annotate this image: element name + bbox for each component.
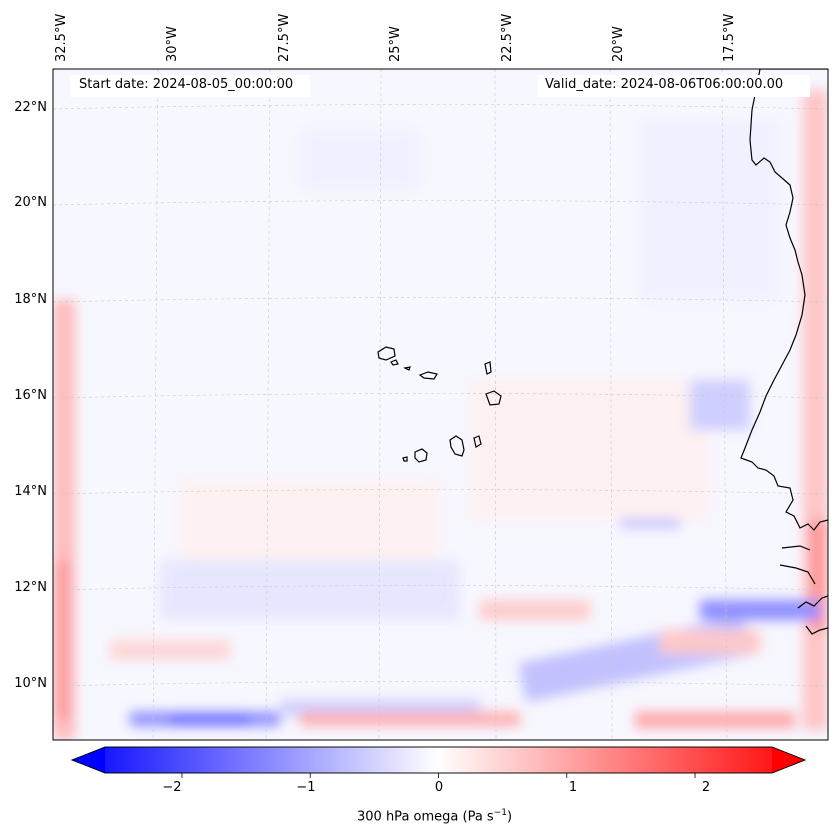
lon-label-25w: 25°W [388,26,403,62]
lon-label-20w: 20°W [611,26,626,62]
lat-label-14n: 14°N [14,484,47,499]
africa-coastline [740,69,828,635]
colorbar-tick-label: 2 [701,780,711,795]
colorbar-tick-label: −2 [162,780,182,795]
colorbar-tick-label: 1 [568,780,578,795]
valid-date-label: Valid_date: 2024-08-06T06:00:00.00 [545,77,784,92]
colorbar [70,746,807,778]
lat-label-22n: 22°N [14,100,47,115]
lat-label-12n: 12°N [14,580,47,595]
lon-label-32-5w: 32.5°W [54,13,69,62]
colorbar-label: 300 hPa omega (Pa s−1) [357,808,513,825]
colorbar-neg-extend [72,747,105,773]
lon-label-30w: 30°W [165,26,180,62]
lat-label-18n: 18°N [14,292,47,307]
lat-label-10n: 10°N [14,676,47,691]
omega-field [53,69,828,740]
lon-label-27-5w: 27.5°W [277,13,292,62]
colorbar-body [70,746,807,774]
cape-verde-islands [377,346,502,463]
map-frame [52,68,829,741]
colorbar-tick-label: −1 [296,780,316,795]
colorbar-pos-extend [772,747,805,773]
lat-label-20n: 20°N [14,195,47,210]
lon-label-17-5w: 17.5°W [722,13,737,62]
colorbar-tick-label: 0 [434,780,444,795]
lon-label-22-5w: 22.5°W [500,13,515,62]
lat-label-16n: 16°N [14,388,47,403]
start-date-label: Start date: 2024-08-05_00:00:00 [79,77,294,92]
